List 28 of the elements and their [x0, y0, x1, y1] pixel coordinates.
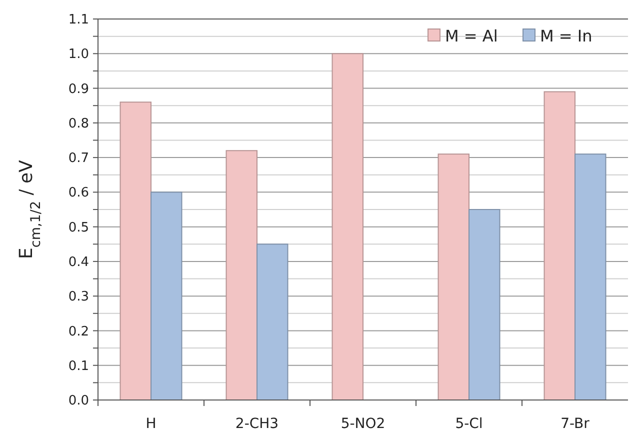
y-tick-label: 0.6: [68, 186, 89, 201]
y-tick-label: 1.1: [68, 12, 89, 28]
bar: [226, 150, 258, 400]
bar: [256, 244, 288, 400]
y-tick-label: 0.0: [68, 394, 89, 409]
bar: [332, 53, 364, 400]
legend-label: M = Al: [445, 26, 498, 46]
bar: [574, 154, 606, 400]
legend-label: M = In: [540, 26, 592, 46]
x-tick-label: H: [146, 416, 156, 432]
y-tick-label: 1.0: [68, 47, 89, 62]
bar: [468, 209, 500, 400]
y-tick-label: 0.1: [68, 358, 89, 374]
y-tick-label: 0.4: [68, 255, 89, 270]
bar: [150, 192, 182, 400]
y-tick-label: 0.2: [68, 324, 89, 340]
x-tick-label: 5-NO2: [340, 416, 386, 432]
bar: [120, 102, 152, 400]
bar: [544, 91, 576, 400]
bar: [438, 154, 470, 400]
y-tick-label: 0.5: [68, 220, 89, 236]
y-tick-label: 0.8: [68, 116, 89, 132]
x-tick-label: 7-Br: [560, 416, 590, 432]
y-tick-label: 0.9: [68, 82, 89, 97]
y-tick-label: 0.7: [68, 151, 89, 166]
x-tick-label: 5-Cl: [455, 416, 483, 432]
x-tick-label: 2-CH3: [235, 416, 279, 432]
y-tick-label: 0.3: [68, 290, 89, 305]
